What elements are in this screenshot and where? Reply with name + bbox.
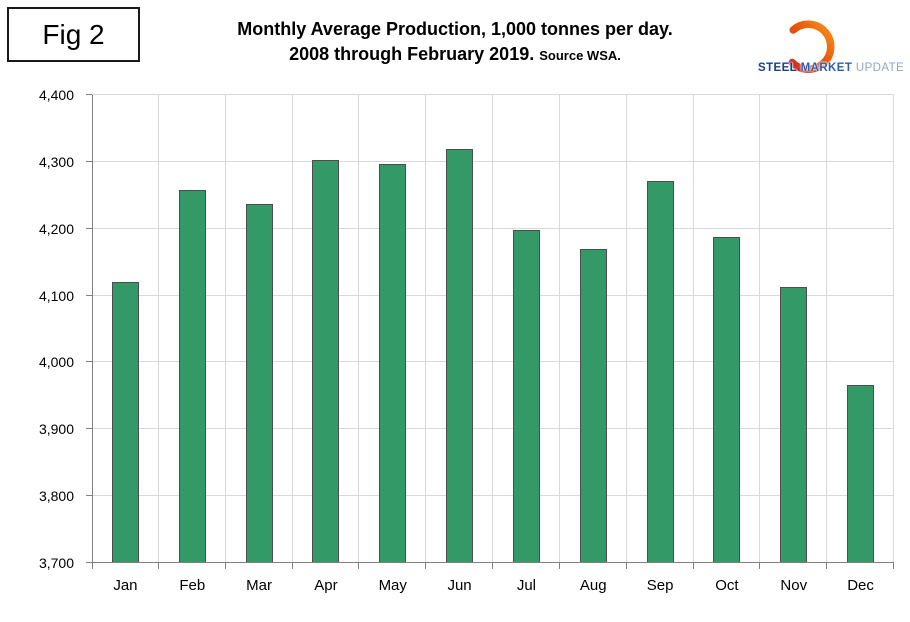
x-tick-label: Jan: [113, 577, 138, 594]
x-tick-label: Oct: [715, 577, 739, 594]
v-gridline: [157, 95, 159, 563]
logo-word-market: MARKET: [800, 62, 853, 74]
x-tick: [893, 563, 894, 569]
x-tick: [625, 563, 627, 569]
figure-label: Fig 2: [42, 18, 105, 50]
chart-title-block: Monthly Average Production, 1,000 tonnes…: [150, 16, 760, 68]
y-tick: [86, 361, 92, 363]
v-gridline: [692, 95, 694, 563]
v-gridline: [826, 95, 828, 563]
h-gridline: [92, 428, 894, 430]
x-tick-label: Apr: [314, 577, 338, 594]
x-tick-label: May: [378, 577, 407, 594]
y-tick: [86, 294, 92, 296]
bar-apr: [312, 159, 340, 562]
y-tick: [86, 160, 92, 162]
x-tick-label: Jul: [516, 577, 536, 594]
bar-chart-plot-area: [86, 94, 894, 569]
chart-source: Source WSA.: [539, 48, 621, 63]
v-gridline: [291, 95, 293, 563]
y-tick: [86, 94, 92, 95]
x-tick-label: Nov: [780, 577, 808, 594]
x-tick: [558, 563, 560, 569]
bar-aug: [579, 249, 607, 562]
chart-title-line2: 2008 through February 2019. Source WSA.: [289, 44, 621, 64]
x-tick: [492, 563, 493, 569]
x-tick-label: Feb: [179, 577, 206, 594]
steel-market-update-logo: STEEL MARKET UPDATE: [756, 18, 905, 80]
logo-word-steel: STEEL: [758, 62, 798, 74]
y-tick-label: 4,100: [38, 287, 74, 304]
y-tick-label: 3,900: [38, 421, 74, 438]
x-tick: [425, 563, 427, 569]
y-tick-label: 4,200: [38, 220, 74, 237]
y-tick-label: 4,000: [38, 354, 74, 371]
bar-oct: [713, 236, 741, 562]
x-tick-label: Mar: [246, 577, 272, 594]
x-tick: [358, 563, 360, 569]
y-tick: [86, 428, 92, 430]
logo-text: STEEL MARKET UPDATE: [758, 62, 905, 74]
y-axis-line: [92, 95, 93, 569]
x-tick-label: Jun: [447, 577, 472, 594]
bar-jun: [446, 148, 474, 562]
bar-may: [379, 163, 407, 562]
bar-feb: [178, 189, 206, 562]
h-gridline: [92, 495, 894, 497]
y-axis-labels: 3,700 3,800 3,900 4,000 4,100 4,200 4,300 4,400: [0, 87, 78, 571]
y-tick-label: 3,700: [38, 555, 74, 571]
x-tick: [157, 563, 159, 569]
x-tick: [826, 563, 828, 569]
logo-word-update: UPDATE: [855, 62, 905, 74]
figure-label-box: Fig 2: [7, 7, 140, 62]
y-tick: [86, 495, 92, 497]
h-gridline: [92, 294, 894, 296]
bar-dec: [847, 385, 875, 562]
bar-nov: [780, 286, 808, 562]
bar-jan: [111, 282, 139, 562]
x-tick-label: Aug: [579, 577, 607, 594]
v-gridline: [358, 95, 360, 563]
h-gridline: [92, 227, 894, 229]
h-gridline: [92, 160, 894, 162]
h-gridline: [92, 361, 894, 363]
v-gridline: [425, 95, 427, 563]
bar-jul: [512, 230, 540, 562]
y-tick-label: 4,400: [38, 87, 74, 103]
v-gridline: [893, 95, 894, 563]
bar-sep: [646, 180, 674, 562]
y-tick-label: 3,800: [38, 488, 74, 505]
x-tick: [692, 563, 694, 569]
v-gridline: [558, 95, 560, 563]
x-tick: [759, 563, 761, 569]
chart-title-line1: Monthly Average Production, 1,000 tonnes…: [237, 19, 673, 39]
v-gridline: [492, 95, 493, 563]
x-tick-label: Dec: [847, 577, 874, 594]
v-gridline: [759, 95, 761, 563]
x-tick: [291, 563, 293, 569]
logo-ring-icon: [788, 20, 835, 73]
x-axis-line: [86, 562, 894, 563]
h-gridline: [92, 94, 894, 95]
v-gridline: [625, 95, 627, 563]
x-tick-label: Sep: [646, 577, 674, 594]
y-tick: [86, 227, 92, 229]
bar-mar: [245, 203, 273, 562]
x-tick: [224, 563, 226, 569]
v-gridline: [224, 95, 226, 563]
y-tick-label: 4,300: [38, 153, 74, 170]
x-axis-labels: Jan Feb Mar Apr May Jun Jul Aug Sep Oct Nov Dec: [92, 577, 894, 599]
